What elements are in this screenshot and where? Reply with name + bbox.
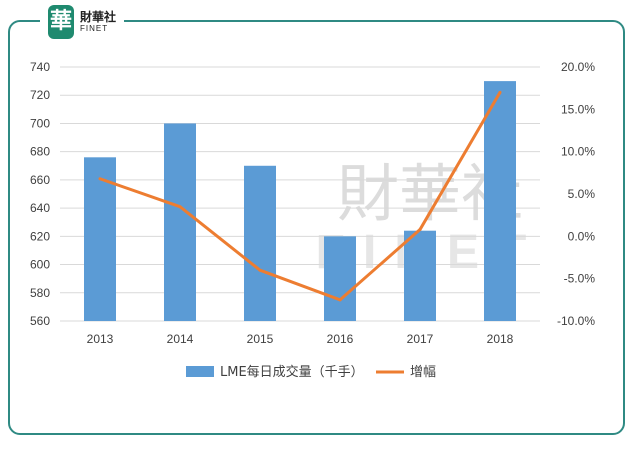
y-axis-right: -10.0% -5.0% 0.0% 5.0% 10.0% 15.0% 20.0% [557, 60, 595, 328]
gridlines [60, 66, 540, 322]
x-tick-label: 2014 [167, 332, 194, 346]
legend: LME每日成交量（千手） 增幅 [186, 364, 436, 380]
y-right-tick-label: 10.0% [561, 145, 595, 159]
x-tick-label: 2018 [487, 332, 514, 346]
bar-2018 [484, 81, 516, 321]
y-right-tick-label: 20.0% [561, 60, 595, 74]
line-point-2013 [98, 177, 102, 181]
y-left-tick-label: 640 [30, 201, 50, 215]
y-left-tick-label: 580 [30, 286, 50, 300]
logo-text: 財華社 FINET [80, 11, 116, 33]
line-point-2016 [338, 298, 342, 302]
legend-line-label: 增幅 [410, 365, 436, 380]
bar-2017 [404, 230, 436, 321]
y-left-tick-label: 660 [30, 173, 50, 187]
y-left-tick-label: 700 [30, 116, 50, 130]
logo-name-cn: 財華社 [80, 10, 117, 24]
y-right-tick-label: 0.0% [568, 229, 596, 243]
line-point-2018 [498, 90, 502, 94]
bar-2016 [324, 236, 356, 321]
chart-frame [8, 20, 625, 435]
y-left-tick-label: 560 [30, 314, 50, 328]
line-point-2015 [258, 268, 262, 272]
y-left-tick-label: 620 [30, 229, 50, 243]
line-point-2017 [418, 228, 422, 232]
bar-2014 [164, 123, 196, 321]
logo-name-en: FINET [80, 24, 109, 33]
line-point-2014 [178, 205, 182, 209]
y-left-tick-label: 720 [30, 88, 50, 102]
line-path [99, 91, 502, 302]
line-series [98, 90, 502, 302]
legend-bar-swatch [186, 366, 214, 377]
y-left-tick-label: 680 [30, 145, 50, 159]
y-axis-left: 560 580 600 620 640 660 680 700 720 740 [30, 60, 50, 328]
y-right-tick-label: -5.0% [564, 272, 596, 286]
x-tick-label: 2016 [327, 332, 354, 346]
y-right-tick-label: 15.0% [561, 102, 595, 116]
bar-series [84, 81, 516, 321]
logo-badge: 華 [48, 5, 74, 39]
bar-2015 [244, 165, 276, 321]
brand-logo: 華 財華社 FINET [40, 2, 125, 42]
legend-bar-label: LME每日成交量（千手） [220, 364, 364, 380]
bar-2013 [84, 157, 116, 321]
x-tick-label: 2015 [247, 332, 274, 346]
x-tick-label: 2013 [87, 332, 114, 346]
y-left-tick-label: 600 [30, 258, 50, 272]
y-right-tick-label: -10.0% [557, 314, 595, 328]
x-axis: 2013 2014 2015 2016 2017 2018 [87, 332, 514, 346]
y-right-tick-label: 5.0% [568, 187, 596, 201]
y-left-tick-label: 740 [30, 60, 50, 74]
x-tick-label: 2017 [407, 332, 434, 346]
